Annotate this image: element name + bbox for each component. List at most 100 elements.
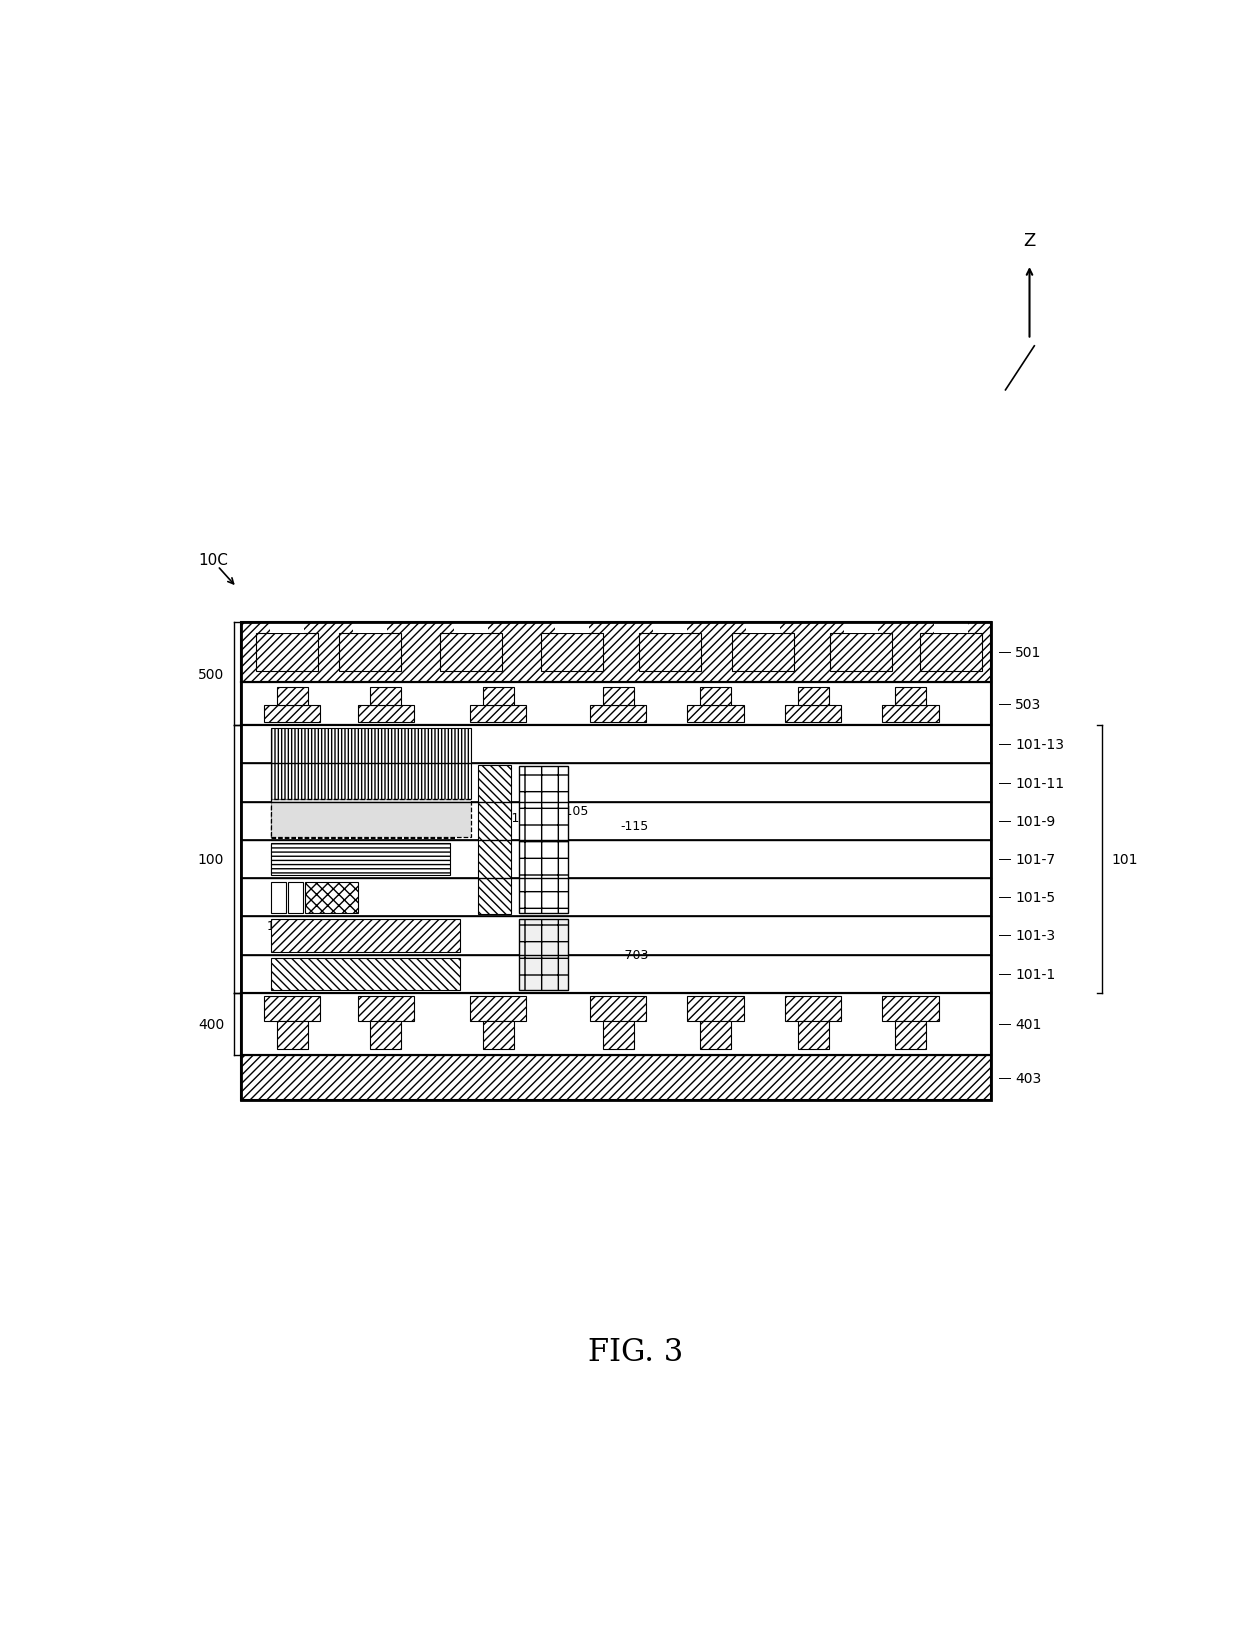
Bar xyxy=(357,996,414,1022)
Text: 113: 113 xyxy=(267,920,290,934)
Bar xyxy=(242,955,991,994)
Bar xyxy=(470,705,526,723)
Text: -109: -109 xyxy=(529,929,558,942)
Bar xyxy=(797,687,828,705)
Text: 403: 403 xyxy=(1016,1071,1042,1085)
Bar xyxy=(542,633,603,672)
Bar xyxy=(701,687,732,705)
Bar xyxy=(272,844,440,875)
Bar xyxy=(934,623,967,633)
Bar xyxy=(883,996,939,1022)
Bar xyxy=(272,920,460,951)
Bar xyxy=(242,623,991,1100)
Text: 400: 400 xyxy=(198,1017,224,1031)
Bar xyxy=(590,705,646,723)
Bar xyxy=(830,633,892,672)
Text: 101-3: 101-3 xyxy=(1016,929,1055,943)
Text: 100: 100 xyxy=(198,852,224,867)
Bar xyxy=(652,623,687,633)
Bar xyxy=(243,842,990,878)
Bar xyxy=(687,996,744,1022)
Bar xyxy=(482,687,513,705)
Bar xyxy=(895,687,926,705)
Bar xyxy=(371,687,402,705)
Bar xyxy=(242,726,991,764)
Bar xyxy=(242,682,991,726)
Bar xyxy=(785,705,841,723)
Bar xyxy=(277,687,308,705)
Bar xyxy=(272,805,455,839)
Bar xyxy=(243,880,990,916)
Bar xyxy=(518,767,568,914)
Text: 101-13: 101-13 xyxy=(1016,738,1064,752)
Text: Z: Z xyxy=(1023,232,1035,250)
Text: -115: -115 xyxy=(620,819,649,832)
Text: 101-7: 101-7 xyxy=(1016,852,1055,867)
Bar xyxy=(270,623,304,633)
Text: 500: 500 xyxy=(198,667,224,682)
Text: 401: 401 xyxy=(1016,1017,1042,1031)
Bar xyxy=(242,994,991,1056)
Bar xyxy=(264,996,320,1022)
Bar xyxy=(242,764,991,803)
Bar xyxy=(242,878,991,917)
Bar xyxy=(590,996,646,1022)
Bar xyxy=(272,844,450,875)
Text: 101-9: 101-9 xyxy=(1016,814,1055,829)
Text: FIG. 3: FIG. 3 xyxy=(588,1337,683,1368)
Bar xyxy=(701,1022,732,1049)
Bar xyxy=(746,623,780,633)
Text: 107: 107 xyxy=(284,920,308,934)
Bar xyxy=(243,956,990,992)
Bar xyxy=(243,726,990,762)
Bar xyxy=(243,919,990,953)
Text: -103: -103 xyxy=(507,811,536,824)
Bar xyxy=(242,1056,991,1100)
Bar xyxy=(733,633,795,672)
Bar xyxy=(883,705,939,723)
Text: 101-11: 101-11 xyxy=(1016,777,1064,790)
Bar xyxy=(272,800,471,837)
Text: 501: 501 xyxy=(1016,646,1042,659)
Bar xyxy=(272,730,455,798)
Text: 111: 111 xyxy=(320,920,343,934)
Bar xyxy=(257,633,319,672)
Bar xyxy=(272,730,471,800)
Bar xyxy=(288,883,303,912)
Bar xyxy=(357,705,414,723)
Bar xyxy=(339,633,401,672)
Bar xyxy=(272,958,460,991)
Bar xyxy=(440,633,502,672)
Text: 503: 503 xyxy=(1016,697,1042,712)
Bar xyxy=(277,1022,308,1049)
Bar xyxy=(454,623,489,633)
Text: 10C: 10C xyxy=(198,553,228,568)
Bar xyxy=(272,883,286,912)
Text: 101: 101 xyxy=(1111,852,1137,867)
Bar xyxy=(242,623,991,682)
Bar xyxy=(371,1022,402,1049)
Bar xyxy=(242,803,991,840)
Text: -105: -105 xyxy=(560,805,589,818)
Bar xyxy=(603,687,634,705)
Text: 101-1: 101-1 xyxy=(1016,968,1055,981)
Bar xyxy=(797,1022,828,1049)
Bar xyxy=(518,920,568,991)
Bar xyxy=(687,705,744,723)
Text: -703: -703 xyxy=(620,948,649,961)
Bar xyxy=(243,765,990,801)
Bar xyxy=(920,633,982,672)
Bar xyxy=(895,1022,926,1049)
Bar xyxy=(844,623,878,633)
Bar xyxy=(639,633,701,672)
Bar xyxy=(264,705,320,723)
Bar xyxy=(470,996,526,1022)
Bar xyxy=(353,623,387,633)
Bar xyxy=(482,1022,513,1049)
Bar xyxy=(242,840,991,878)
Bar xyxy=(785,996,841,1022)
Bar xyxy=(477,765,511,916)
Bar xyxy=(243,803,990,839)
Bar xyxy=(603,1022,634,1049)
Bar xyxy=(242,917,991,955)
